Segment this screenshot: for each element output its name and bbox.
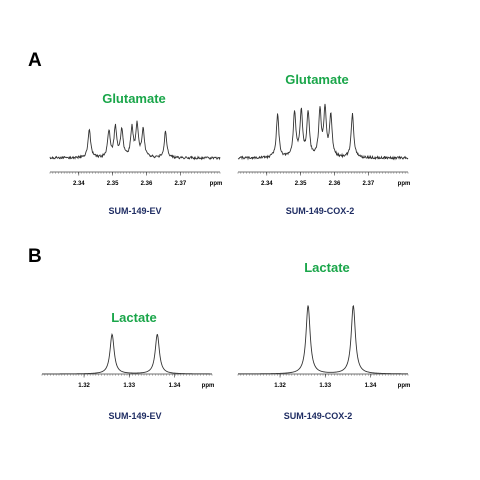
spectrum-line <box>42 332 212 375</box>
spectrum-lactate-ev: 1.32 1.33 1.34 ppm <box>41 332 215 389</box>
spectrum-line <box>237 103 409 161</box>
tick-label: 2.37 <box>175 181 187 187</box>
tick-label: 2.36 <box>141 181 153 187</box>
sample-label-glutamate-ev: SUM-149-EV <box>108 206 162 216</box>
axis-unit-label: ppm <box>202 383 215 389</box>
spectrum-glutamate-cox2: 2.34 2.35 2.36 2.37 ppm <box>237 103 411 187</box>
sample-label-lactate-ev: SUM-149-EV <box>108 411 162 421</box>
tick-label: 1.33 <box>123 383 135 389</box>
axis-unit-label: ppm <box>210 181 223 187</box>
tick-label: 1.34 <box>365 383 377 389</box>
tick-label: 1.32 <box>274 383 286 389</box>
tick-label: 2.36 <box>329 181 341 187</box>
glutamate-label-ev: Glutamate <box>102 91 166 106</box>
lactate-label-ev: Lactate <box>111 310 157 325</box>
sample-label-glutamate-cox2: SUM-149-COX-2 <box>285 206 355 216</box>
spectrum-line <box>238 304 409 375</box>
axis-unit-label: ppm <box>398 181 411 187</box>
spectrum-lactate-cox2: 1.32 1.33 1.34 ppm <box>237 304 411 389</box>
lactate-label-cox2: Lactate <box>304 260 350 275</box>
tick-label: 1.32 <box>78 383 90 389</box>
tick-label: 2.34 <box>73 181 85 187</box>
glutamate-label-cox2: Glutamate <box>285 72 349 87</box>
panel-b-label: B <box>28 246 42 267</box>
tick-label: 2.34 <box>261 181 273 187</box>
panel-a-label: A <box>28 50 42 71</box>
spectrum-glutamate-ev: 2.34 2.35 2.36 2.37 ppm <box>49 120 223 187</box>
tick-label: 2.35 <box>107 181 119 187</box>
sample-label-lactate-cox2: SUM-149-COX-2 <box>283 411 353 421</box>
tick-label: 1.34 <box>169 383 181 389</box>
axis-unit-label: ppm <box>398 383 411 389</box>
tick-label: 1.33 <box>319 383 331 389</box>
tick-label: 2.35 <box>295 181 307 187</box>
tick-label: 2.37 <box>363 181 375 187</box>
spectrum-line <box>49 120 221 161</box>
